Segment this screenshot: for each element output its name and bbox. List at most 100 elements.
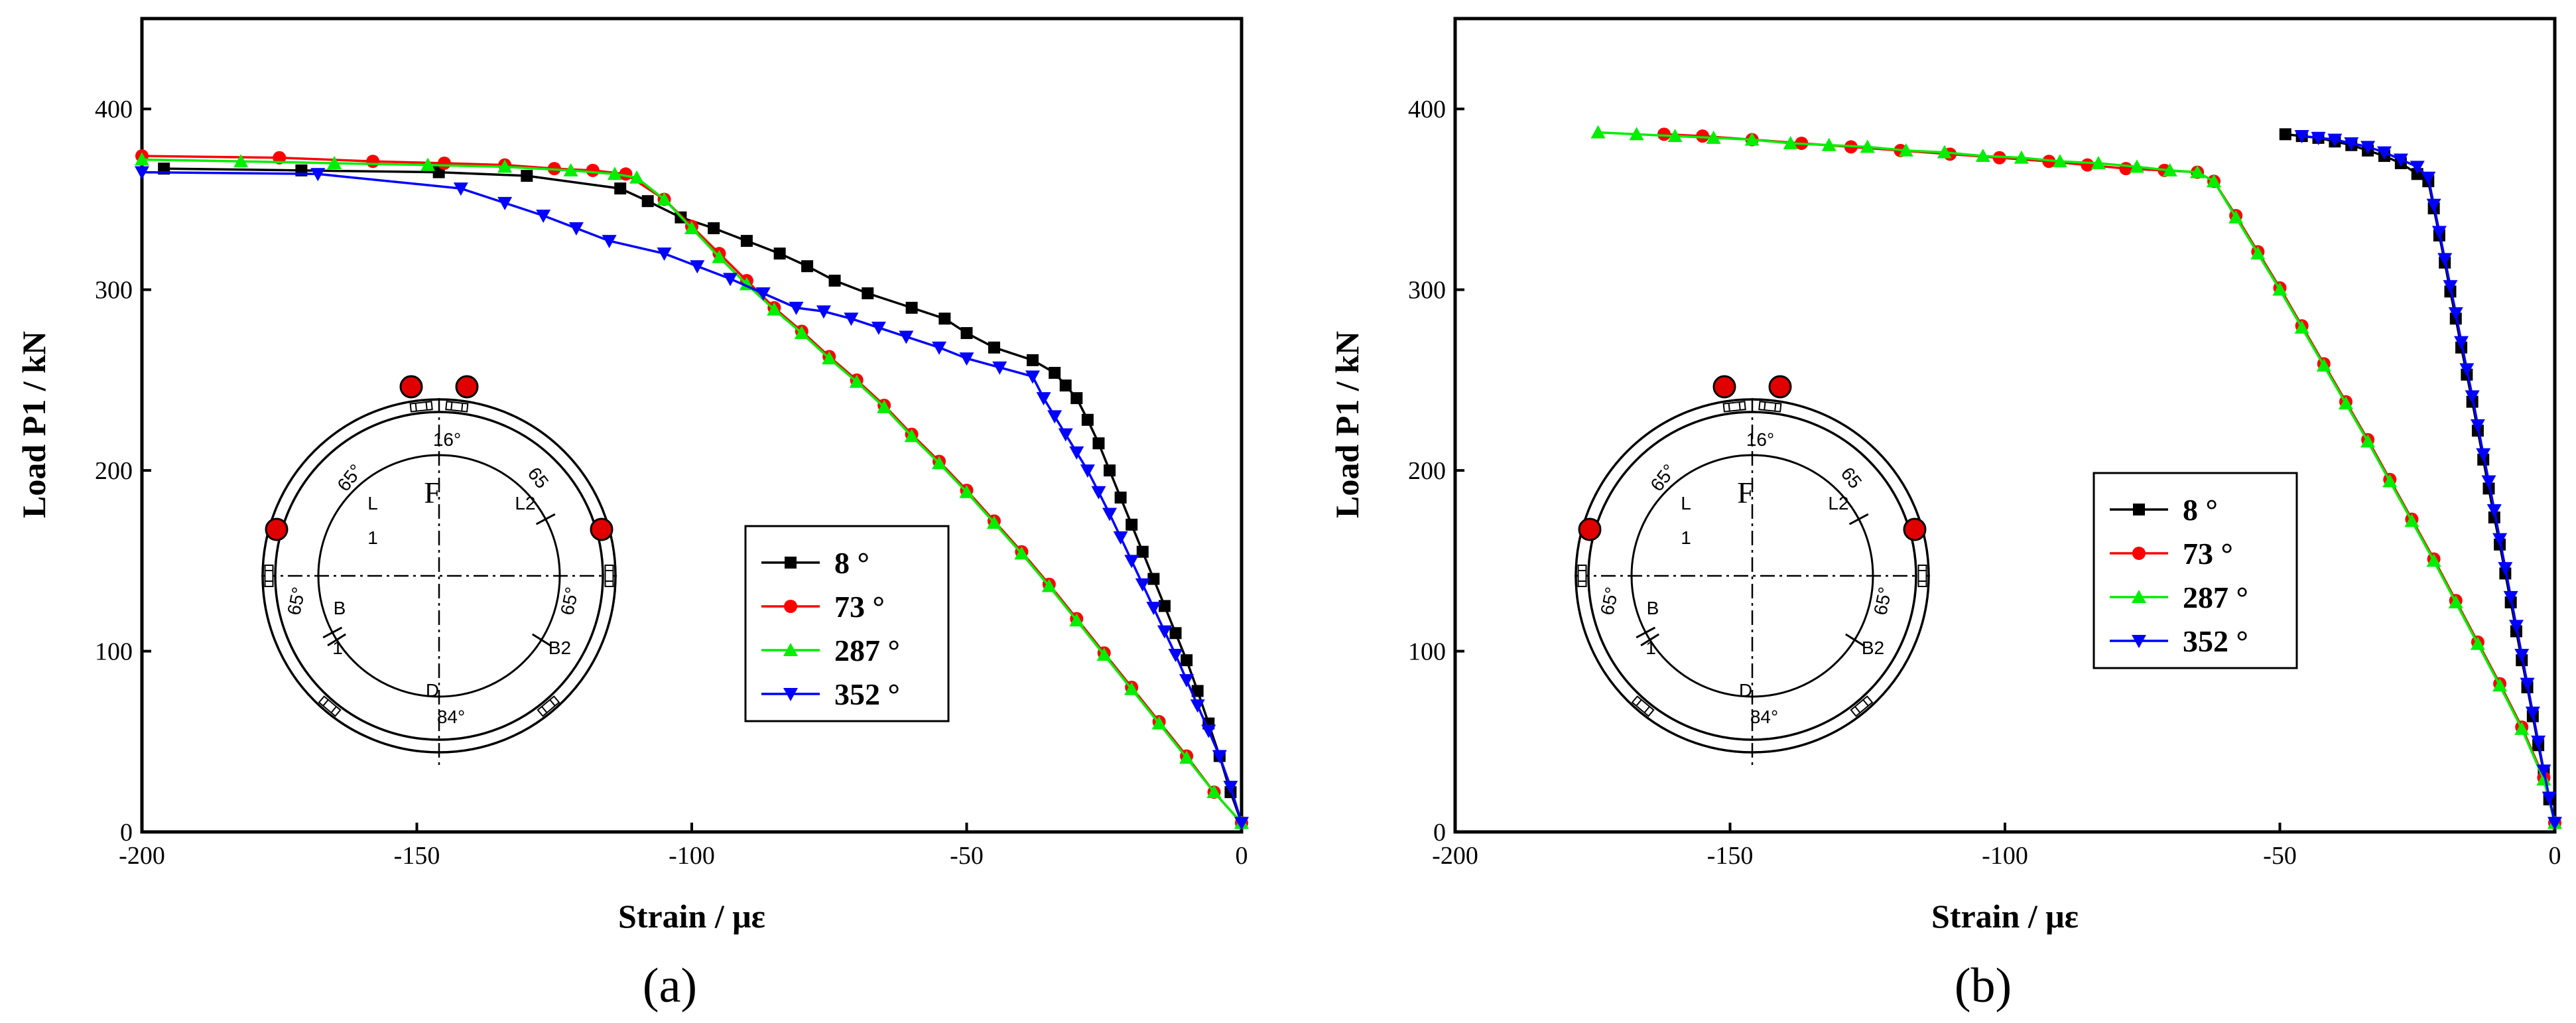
x-tick-label: -100 [669, 842, 715, 870]
x-tick-label: 0 [1236, 842, 1248, 870]
inset-label-angle_bottom: 84° [437, 707, 465, 727]
inset-label-label_B1: 1 [332, 638, 343, 658]
data-point [1696, 129, 1710, 143]
data-point [2465, 390, 2480, 404]
data-point [1590, 125, 1606, 139]
data-point [904, 429, 919, 443]
data-point [1102, 508, 1118, 521]
bolt-mark-left [1577, 565, 1587, 587]
legend-label: 8 ° [834, 546, 869, 580]
data-point [1151, 716, 1167, 730]
legend-box [744, 525, 950, 722]
joint-tick-lower-left [327, 633, 347, 647]
data-point [844, 312, 859, 326]
bolt-plate [445, 401, 469, 413]
data-point [789, 301, 804, 315]
data-point [2542, 791, 2557, 805]
bolt-plate [264, 565, 274, 587]
bolt-plate-line [541, 706, 548, 713]
series-3 [135, 152, 1249, 829]
inset-label-letter_F: F [1737, 476, 1754, 510]
panel-a: 0 100 200 300 400 -200 -150 -100 -50 0 Load P1 /… [15, 17, 1249, 1013]
inset-label-label_B2: B2 [1862, 638, 1884, 658]
data-point [2503, 590, 2518, 604]
inset-label-letter_B: B [334, 598, 346, 618]
legend-entry: 73 ° [761, 590, 885, 624]
data-point [2437, 253, 2453, 267]
legend-entry: 287 ° [2110, 580, 2248, 614]
legend-entry: 352 ° [2110, 624, 2248, 658]
data-point [2448, 594, 2463, 608]
bolt-plate-line [322, 699, 329, 707]
data-point [2250, 246, 2266, 260]
data-point [1706, 130, 1721, 144]
data-point [657, 192, 672, 206]
x-tick-label: 0 [2549, 842, 2561, 870]
data-point [1223, 780, 1238, 794]
data-point [986, 515, 1001, 529]
bolt-plate-line [1862, 699, 1869, 707]
bolt-plate-line [1636, 699, 1642, 707]
data-point [420, 157, 436, 171]
data-point [2338, 396, 2353, 410]
data-point [233, 154, 249, 168]
inset-label-letter_L: L [1681, 493, 1691, 513]
data-point [1201, 724, 1216, 738]
x-tick-label: -150 [1707, 842, 1754, 870]
data-point [1049, 366, 1061, 379]
bolt-plate-line [415, 403, 417, 411]
data-point [1126, 518, 1138, 531]
data-point [2514, 721, 2530, 735]
y-axis-label: Load P1 / kN [15, 331, 52, 518]
data-point [932, 341, 947, 355]
data-point [1096, 648, 1112, 661]
data-point [2091, 155, 2106, 169]
data-point [1091, 486, 1106, 500]
data-point [773, 247, 786, 260]
data-point [862, 287, 874, 300]
inset-label-label_1: 1 [1681, 527, 1691, 548]
legend-entry: 8 ° [2110, 493, 2218, 527]
data-point [657, 247, 672, 261]
data-point [1657, 127, 1671, 141]
legend-marker [2132, 547, 2146, 560]
bolt-plate [1917, 565, 1927, 587]
data-point [1041, 579, 1057, 592]
series-4 [2294, 130, 2562, 831]
data-point [1783, 135, 1798, 149]
data-point [2207, 174, 2222, 188]
bolt-mark-bottom-left [1631, 695, 1655, 717]
bolt-plate [604, 565, 614, 587]
inset-label-label_L2: L2 [1828, 493, 1848, 513]
data-point [1124, 681, 1139, 695]
data-point [2228, 210, 2244, 224]
data-point [816, 305, 831, 319]
legend-entry: 352 ° [761, 677, 900, 711]
y-tick-label: 200 [1408, 457, 1446, 485]
data-point [1136, 545, 1149, 558]
data-point [2344, 137, 2359, 151]
data-point [641, 195, 654, 208]
load-point-top-left [1712, 375, 1736, 399]
data-point [1158, 600, 1171, 612]
data-point [2311, 131, 2326, 145]
data-point [614, 182, 627, 195]
data-point [2294, 320, 2309, 334]
bolt-mark-top-left [1722, 401, 1746, 413]
bolt-plate-line [1854, 706, 1861, 713]
joint-tick-lower-right [531, 633, 551, 647]
data-point [1146, 602, 1161, 616]
joint-tick-upper-left [322, 626, 343, 639]
data-point [2459, 363, 2475, 377]
inset-label-letter_B: B [1647, 598, 1659, 618]
load-point-left [265, 517, 289, 541]
series-group [135, 149, 1249, 831]
bolt-mark-left [264, 565, 274, 587]
joint-tick-upper-right [535, 513, 556, 525]
data-point [2476, 448, 2491, 462]
data-point [828, 275, 841, 287]
data-point [2052, 154, 2067, 168]
y-tick-label: 300 [1408, 277, 1446, 305]
data-point [2492, 533, 2508, 547]
